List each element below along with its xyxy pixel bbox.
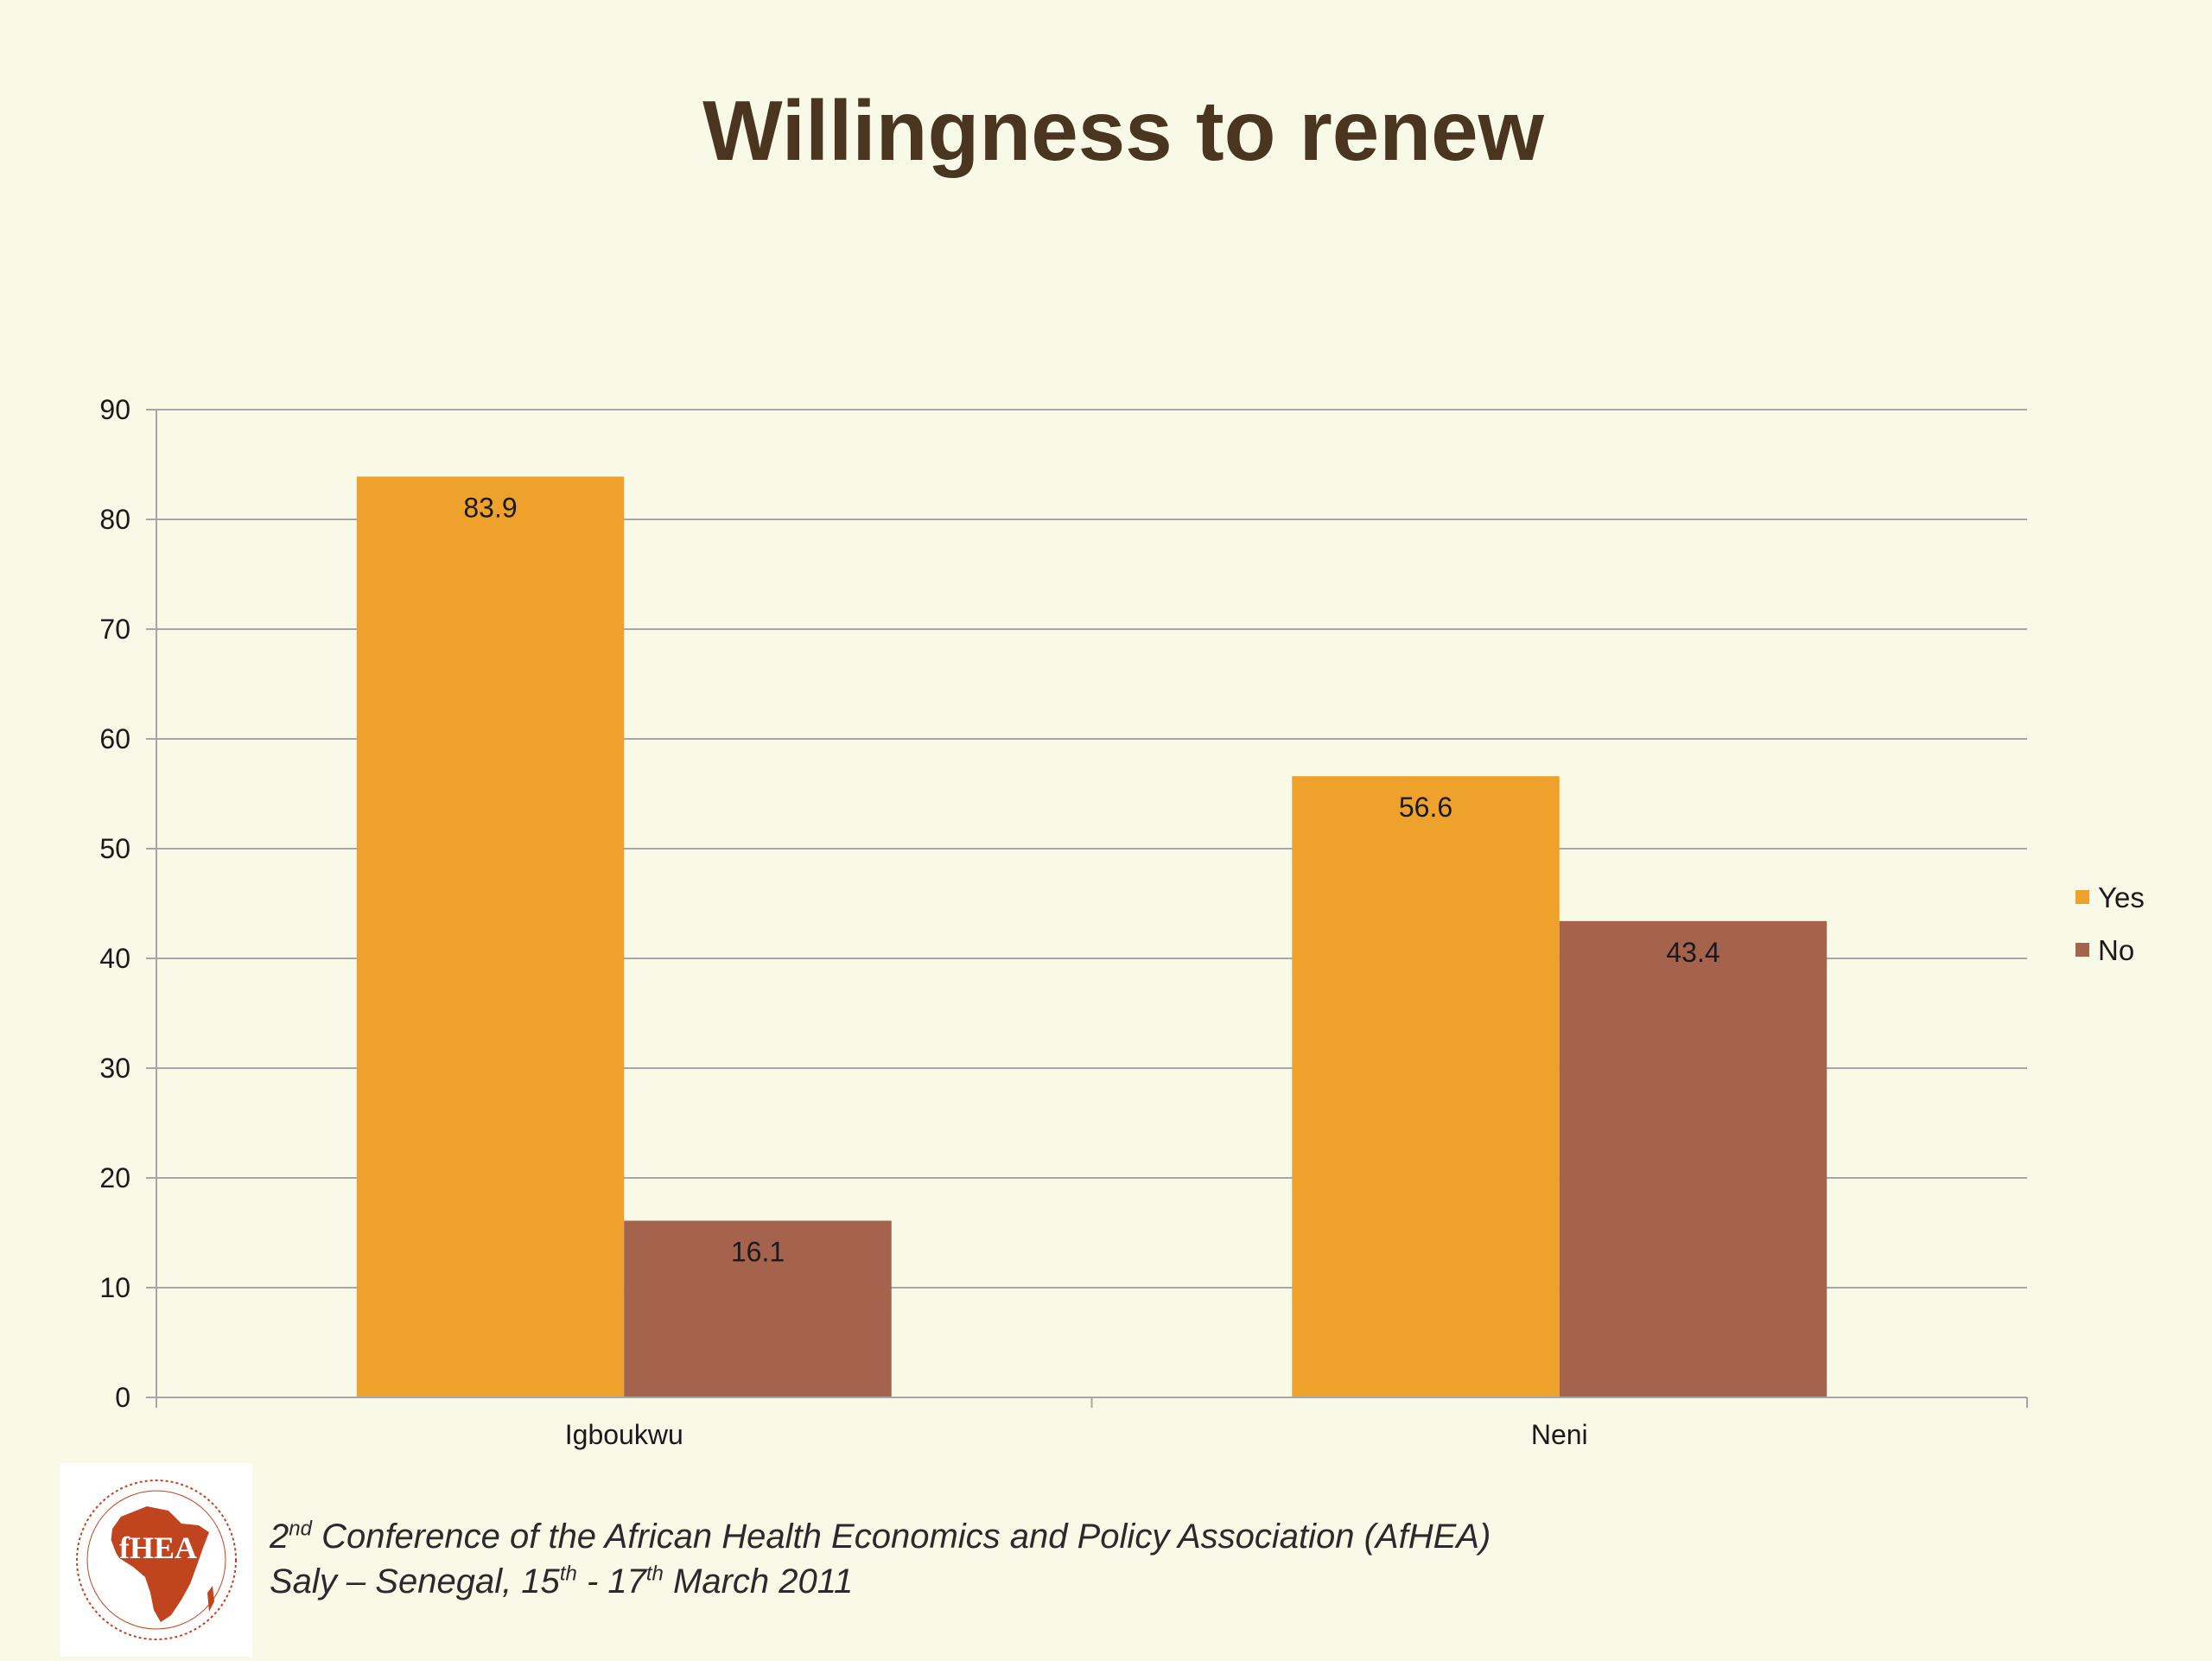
legend-label: No [2098,934,2134,966]
ordinal-sup: nd [289,1517,312,1541]
footer-line-2: Saly – Senegal, 15th - 17th March 2011 [270,1559,1491,1604]
y-tick-label: 30 [99,1053,130,1084]
footer-line-1: 2nd Conference of the African Health Eco… [270,1514,1491,1559]
bar-chart: 83.9 16.1 56.6 43.4 0 10 20 30 40 50 60 70 80 90 Igbo… [99,394,2145,1450]
y-tick-label: 50 [99,833,130,864]
data-label: 43.4 [1666,937,1719,968]
y-tick-label: 60 [99,723,130,754]
bar-yes-igboukwu [356,476,625,1397]
venue-sup1: th [559,1562,577,1586]
bars: 83.9 16.1 56.6 43.4 [356,476,1827,1397]
footer-text: 2nd Conference of the African Health Eco… [270,1514,1491,1604]
x-tick-label: Neni [1531,1419,1588,1450]
y-tick-label: 80 [99,504,130,535]
legend: Yes No [2075,881,2145,966]
y-tick-label: 10 [99,1272,130,1303]
venue-part2: - 17 [576,1562,646,1601]
data-label: 83.9 [463,492,517,523]
bar-yes-neni [1292,776,1560,1397]
venue-part3: March 2011 [663,1562,854,1601]
venue-part1: Saly – Senegal, 15 [270,1562,560,1601]
afhea-logo: AfHEA [60,1463,252,1657]
y-tick-label: 70 [99,614,130,645]
ordinal-num: 2 [270,1518,289,1556]
bar-no-neni [1559,920,1827,1397]
logo-text: AfHEA [97,1531,197,1565]
y-tick-label: 90 [99,394,130,425]
axes: 0 10 20 30 40 50 60 70 80 90 Igboukwu Neni [99,394,2028,1450]
x-tick-label: Igboukwu [565,1419,683,1450]
legend-swatch [2075,943,2089,957]
data-label: 16.1 [731,1237,785,1268]
y-tick-label: 0 [115,1382,130,1413]
bar-no-igboukwu [624,1220,892,1397]
y-tick-label: 40 [99,943,130,974]
y-tick-label: 20 [99,1162,130,1193]
conference-name: Conference of the African Health Economi… [311,1518,1491,1556]
legend-swatch [2075,890,2089,904]
legend-label: Yes [2098,881,2145,913]
slide-title: Willingness to renew [702,83,1544,178]
data-label: 56.6 [1399,792,1452,823]
venue-sup2: th [645,1562,664,1586]
